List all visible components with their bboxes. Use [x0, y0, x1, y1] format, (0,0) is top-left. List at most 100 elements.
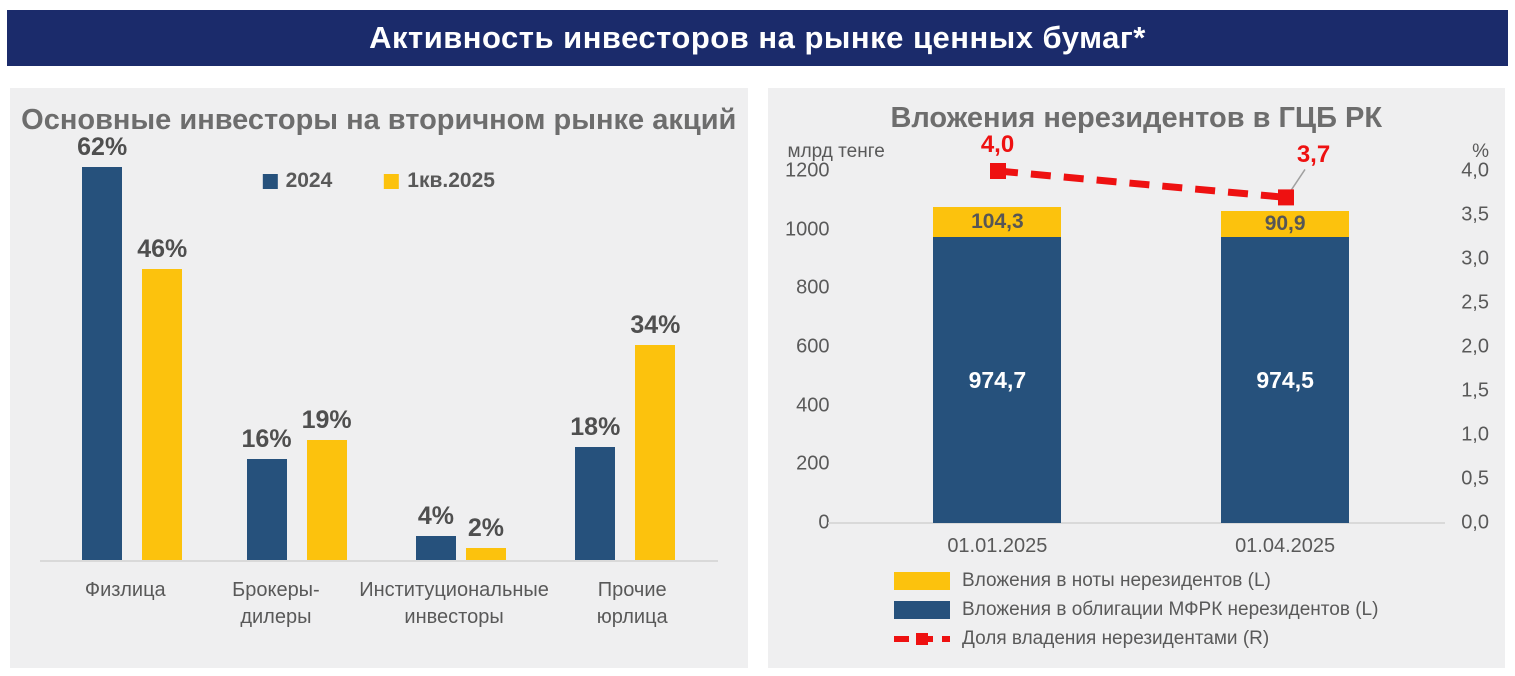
legend-swatch-share — [894, 633, 951, 645]
bar-value-label: 2% — [467, 514, 504, 543]
right-chart-baseline — [827, 522, 1445, 524]
right-axis-tick: 0,0 — [1461, 511, 1489, 534]
share-marker — [989, 163, 1006, 179]
legend-item-bonds: Вложения в облигации МФРК нерезидентов (… — [894, 599, 1378, 621]
left-chart-title: Основные инвесторы на вторичном рынке ак… — [21, 104, 737, 136]
bar-value-label: 16% — [241, 425, 292, 454]
left-axis-tick: 0 — [818, 511, 830, 534]
legend-item-notes: Вложения в ноты нерезидентов (L) — [894, 570, 1378, 592]
left-axis-tick: 600 — [796, 335, 830, 358]
left-axis-tick: 400 — [796, 394, 830, 417]
right-axis-tick: 0,5 — [1461, 467, 1489, 490]
right-axis-tick: 2,0 — [1461, 335, 1489, 358]
right-axis-tick: 3,0 — [1461, 247, 1489, 270]
category-label-brokers: Брокеры-дилеры — [232, 579, 320, 628]
bar-value-label: 4% — [417, 501, 454, 530]
right-chart-title: Вложения нерезидентов в ГЦБ РК — [890, 102, 1383, 134]
share-value-label: 4,0 — [980, 131, 1015, 158]
right-axis-tick: 1,5 — [1461, 379, 1489, 402]
share-value-label: 3,7 — [1296, 141, 1331, 169]
segment-notes: 104,3 — [933, 206, 1062, 238]
legend-swatch-bonds — [894, 601, 951, 619]
right-axis-unit: % — [1472, 141, 1489, 162]
right-chart-x-labels: 01.01.2025 01.04.2025 — [768, 535, 1506, 558]
right-chart-legend: Вложения в ноты нерезидентов (L) Вложени… — [894, 570, 1378, 650]
segment-label: 104,3 — [971, 209, 1024, 233]
bar-group: 62% 46% — [50, 133, 214, 561]
bar-column: 4% — [415, 501, 456, 561]
legend-label-share: Доля владения нерезидентами (R) — [962, 628, 1270, 649]
charts-row: Основные инвесторы на вторичном рынке ак… — [7, 88, 1508, 668]
right-axis-ticks: 4,0 3,5 3,0 2,5 2,0 1,5 1,0 0,5 0,0 — [1439, 160, 1505, 534]
legend-item-2024: 2024 — [262, 169, 333, 193]
bar-value-label: 62% — [77, 133, 128, 162]
stacked-bar: 90,9 974,5 — [1221, 210, 1350, 523]
legend-label-1q2025: 1кв.2025 — [407, 169, 495, 192]
bar-group: 4% 2% — [379, 502, 543, 561]
left-axis-tick: 1200 — [785, 159, 830, 182]
title-banner: Активность инвесторов на рынке ценных бу… — [7, 10, 1508, 66]
legend-label-2024: 2024 — [285, 169, 333, 192]
legend-label-bonds: Вложения в облигации МФРК нерезидентов (… — [962, 599, 1379, 620]
right-axis-tick: 3,5 — [1461, 203, 1489, 226]
left-chart-category-labels: Физлица Брокеры-дилеры Институциональные… — [50, 577, 708, 631]
legend-swatch-1q2025 — [384, 173, 400, 189]
bar-column: 18% — [570, 413, 620, 561]
bar-column: 34% — [630, 311, 680, 561]
left-chart-legend: 2024 1кв.2025 — [262, 169, 495, 193]
bar-column: 2% — [465, 514, 506, 561]
segment-label: 974,7 — [968, 366, 1027, 393]
right-axis-tick: 1,0 — [1461, 423, 1489, 446]
left-chart-panel: Основные инвесторы на вторичном рынке ак… — [10, 88, 748, 668]
left-axis-tick: 200 — [796, 452, 830, 475]
bar-column: 16% — [242, 425, 292, 561]
right-axis-tick: 2,5 — [1461, 291, 1489, 314]
bar-2024 — [575, 446, 616, 561]
bar-group: 18% 34% — [543, 311, 707, 561]
bar-value-label: 46% — [137, 234, 188, 263]
right-chart-panel: Вложения нерезидентов в ГЦБ РК млрд тенг… — [767, 88, 1506, 668]
bar-group: 16% 19% — [214, 406, 378, 561]
bar-value-label: 19% — [301, 406, 352, 435]
left-chart-bar-groups: 62% 46% 16% 19% 4% 2% 18% 34% — [50, 133, 708, 561]
stacked-bar: 104,3 974,7 — [933, 206, 1062, 523]
left-axis-tick: 1000 — [785, 218, 830, 241]
bar-value-label: 18% — [570, 412, 621, 441]
category-label-other-legal: Прочие юрлица — [596, 579, 668, 628]
bar-column: 19% — [302, 406, 352, 561]
left-axis-ticks: 1200 1000 800 600 400 200 0 — [768, 160, 844, 534]
legend-label-notes: Вложения в ноты нерезидентов (L) — [962, 570, 1271, 591]
bar-column: 62% — [77, 133, 127, 561]
bar-value-label: 34% — [630, 311, 681, 340]
bar-column: 46% — [137, 235, 187, 561]
right-chart-body: млрд тенге % 1200 1000 800 600 400 200 0 4,0 3,… — [768, 131, 1506, 534]
segment-notes: 90,9 — [1221, 210, 1350, 238]
bar-1кв.2025 — [635, 345, 676, 561]
banner-title: Активность инвесторов на рынке ценных бу… — [369, 20, 1146, 55]
left-axis-tick: 800 — [796, 276, 830, 299]
x-axis-label-jan: 01.01.2025 — [947, 535, 1048, 557]
bar-2024 — [82, 167, 123, 561]
legend-swatch-notes — [894, 572, 951, 590]
bar-1кв.2025 — [465, 548, 506, 561]
right-chart-plot: 104,3 974,7 90,9 974,5 4,0 3,7 — [827, 131, 1445, 524]
legend-item-1q2025: 1кв.2025 — [384, 169, 495, 193]
segment-bonds: 974,7 — [933, 237, 1062, 523]
bar-1кв.2025 — [306, 440, 347, 561]
left-chart-plot: 2024 1кв.2025 62% 46% 16% 19% 4% 2% 18% 34% — [40, 133, 718, 562]
bar-2024 — [246, 459, 287, 561]
legend-swatch-2024 — [262, 173, 278, 189]
segment-bonds: 974,5 — [1221, 237, 1350, 523]
category-label-individuals: Физлица — [84, 579, 166, 601]
bar-2024 — [415, 535, 456, 561]
segment-label: 90,9 — [1264, 211, 1306, 235]
bar-1кв.2025 — [142, 268, 183, 561]
right-axis-tick: 4,0 — [1461, 159, 1489, 182]
segment-label: 974,5 — [1256, 366, 1314, 393]
legend-item-share: Доля владения нерезидентами (R) — [894, 628, 1378, 650]
share-marker — [1277, 189, 1294, 206]
category-label-institutional: Институциональные инвесторы — [359, 579, 549, 628]
share-line — [989, 163, 1306, 206]
left-axis-unit: млрд тенге — [787, 141, 885, 162]
